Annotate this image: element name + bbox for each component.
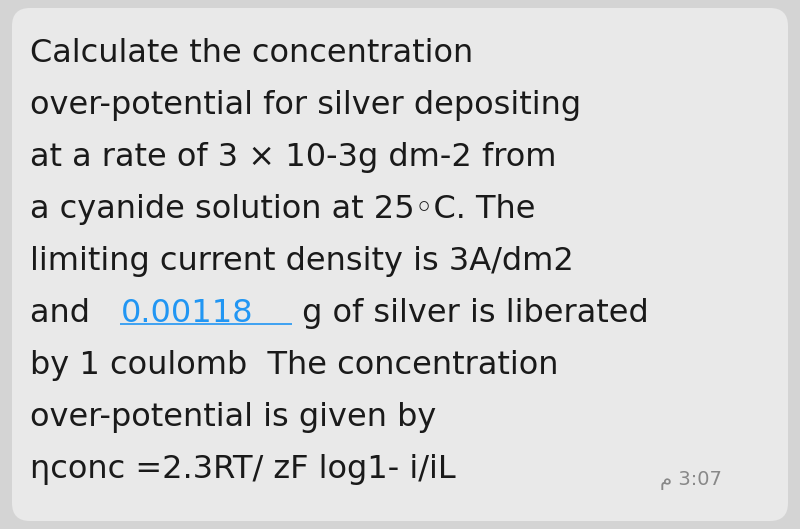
FancyBboxPatch shape (12, 8, 788, 521)
Text: Calculate the concentration: Calculate the concentration (30, 38, 474, 69)
Text: by 1 coulomb  The concentration: by 1 coulomb The concentration (30, 350, 558, 381)
Text: g of silver is liberated: g of silver is liberated (292, 298, 648, 329)
Text: at a rate of 3 × 10-3g dm-2 from: at a rate of 3 × 10-3g dm-2 from (30, 142, 557, 173)
Text: 0.00118: 0.00118 (121, 298, 253, 329)
Text: over-potential is given by: over-potential is given by (30, 402, 436, 433)
Text: over-potential for silver depositing: over-potential for silver depositing (30, 90, 581, 121)
Text: limiting current density is 3A/dm2: limiting current density is 3A/dm2 (30, 246, 574, 277)
Text: a cyanide solution at 25◦C. The: a cyanide solution at 25◦C. The (30, 194, 535, 225)
Text: م 3:07: م 3:07 (660, 471, 722, 490)
Text: and: and (30, 298, 100, 329)
Text: ηconc =2.3RT/ zF log1- i/iL: ηconc =2.3RT/ zF log1- i/iL (30, 454, 456, 485)
